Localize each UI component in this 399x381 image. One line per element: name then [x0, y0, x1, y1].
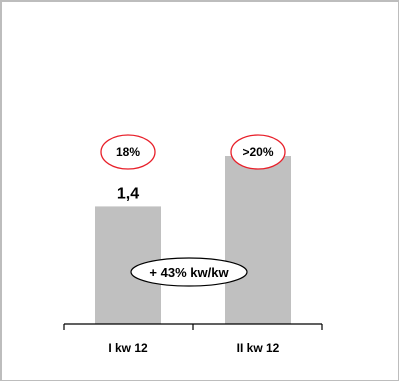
growth-annotation	[130, 257, 248, 287]
labels-layer: 1,418%I kw 122,0>20%II kw 12+ 43% kw/kw	[100, 134, 286, 355]
bars-layer	[95, 156, 291, 324]
tick-label-1: I kw 12	[108, 341, 148, 355]
share-badge-label-1: 18%	[116, 145, 140, 159]
bar-2	[225, 156, 291, 324]
share-badge-1	[100, 134, 156, 170]
growth-annotation-label: + 43% kw/kw	[149, 265, 229, 280]
x-axis	[63, 323, 323, 330]
tick-label-2: II kw 12	[237, 341, 280, 355]
share-badge-label-2: >20%	[242, 145, 273, 159]
share-badge-2	[230, 134, 286, 170]
data-label-1: 1,4	[117, 185, 139, 202]
